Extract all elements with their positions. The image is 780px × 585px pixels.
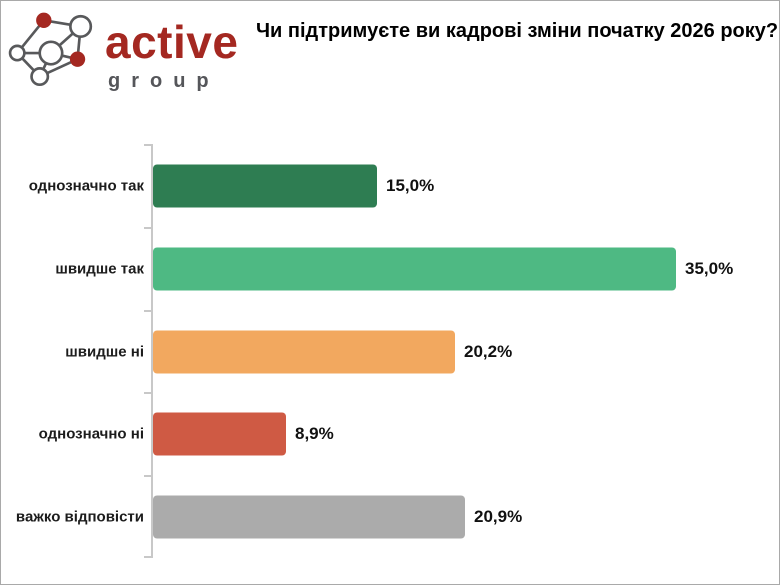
category-label: важко відповісти — [15, 508, 144, 525]
bar-row: важко відповісти 20,9% — [1, 475, 779, 558]
value-label: 20,2% — [464, 341, 513, 361]
category-label: швидше так — [55, 260, 144, 277]
value-label: 8,9% — [295, 423, 334, 443]
bar-row: однозначно ні 8,9% — [1, 392, 779, 475]
bar-row: швидше так 35,0% — [1, 227, 779, 310]
bar — [153, 247, 676, 290]
axis-tick — [144, 475, 151, 477]
value-label: 35,0% — [685, 258, 734, 278]
axis-tick — [144, 144, 151, 146]
logo-wordmark: active group — [105, 19, 238, 93]
axis-tick — [144, 556, 151, 558]
logo-sub-text: group — [108, 70, 220, 92]
bar — [153, 330, 455, 373]
category-label: однозначно так — [28, 177, 144, 194]
bar-row: однозначно так 15,0% — [1, 144, 779, 227]
value-label: 15,0% — [386, 175, 435, 195]
category-label: швидше ні — [65, 343, 144, 360]
axis-tick — [144, 227, 151, 229]
chart-title: Чи підтримуєте ви кадрові зміни початку … — [256, 20, 779, 42]
category-label: однозначно ні — [38, 425, 144, 442]
bar-chart: однозначно так 15,0% швидше так 35,0% швидше… — [1, 144, 779, 558]
bar — [153, 164, 377, 207]
y-axis-line — [151, 144, 153, 558]
bar — [153, 412, 286, 455]
logo-brand-text: active — [105, 16, 239, 68]
value-label: 20,9% — [474, 506, 523, 526]
network-nodes-logo-icon — [8, 12, 93, 87]
active-group-logo: active group — [7, 5, 238, 97]
axis-tick — [144, 310, 151, 312]
axis-tick — [144, 392, 151, 394]
bar — [153, 495, 465, 538]
bar-row: швидше ні 20,2% — [1, 310, 779, 393]
